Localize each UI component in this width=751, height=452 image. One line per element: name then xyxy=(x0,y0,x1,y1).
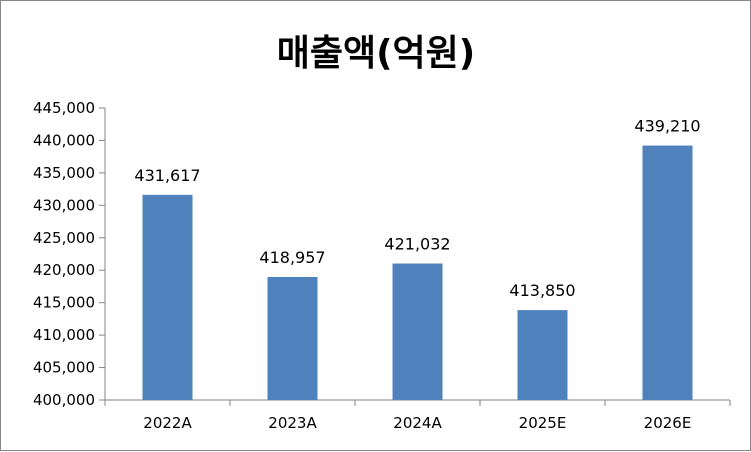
chart-title: 매출액(억원) xyxy=(277,33,476,74)
y-axis: 400,000 405,000 410,000 415,000 420,000 425,0… xyxy=(33,99,106,409)
y-tick-label: 440,000 xyxy=(33,131,95,149)
bar-2025E xyxy=(517,310,568,400)
bar-2026E xyxy=(642,145,693,400)
y-tick-label: 420,000 xyxy=(33,261,95,279)
y-tick-label: 435,000 xyxy=(33,164,95,182)
x-category-label: 2026E xyxy=(644,414,692,432)
bar-2024A xyxy=(392,263,443,400)
data-label: 421,032 xyxy=(384,235,450,254)
data-labels: 431,617 418,957 421,032 413,850 439,210 xyxy=(134,117,700,301)
x-category-label: 2022A xyxy=(143,414,192,432)
y-tick-label: 415,000 xyxy=(33,294,95,312)
x-category-label: 2024A xyxy=(393,414,442,432)
bar-2023A xyxy=(267,276,318,400)
y-tick-label: 425,000 xyxy=(33,229,95,247)
y-tick-label: 410,000 xyxy=(33,326,95,344)
data-label: 413,850 xyxy=(509,281,575,300)
bar-2022A xyxy=(142,194,193,400)
bars xyxy=(142,145,693,400)
y-tick-label: 400,000 xyxy=(33,391,95,409)
data-label: 431,617 xyxy=(134,166,200,185)
x-axis: 2022A 2023A 2024A 2025E 2026E xyxy=(104,399,731,432)
y-tick-label: 430,000 xyxy=(33,196,95,214)
x-category-label: 2025E xyxy=(519,414,567,432)
y-tick-label: 445,000 xyxy=(33,99,95,117)
x-category-label: 2023A xyxy=(268,414,317,432)
data-label: 439,210 xyxy=(634,117,700,136)
data-label: 418,957 xyxy=(259,248,325,267)
y-tick-label: 405,000 xyxy=(33,359,95,377)
